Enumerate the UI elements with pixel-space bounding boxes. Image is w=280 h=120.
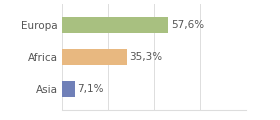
Bar (62, 17, 168, 33)
Text: 7,1%: 7,1% (78, 84, 104, 94)
Text: 57,6%: 57,6% (171, 20, 204, 30)
Text: 35,3%: 35,3% (130, 52, 163, 62)
Bar (62, 49, 127, 65)
Bar (62, 81, 75, 97)
